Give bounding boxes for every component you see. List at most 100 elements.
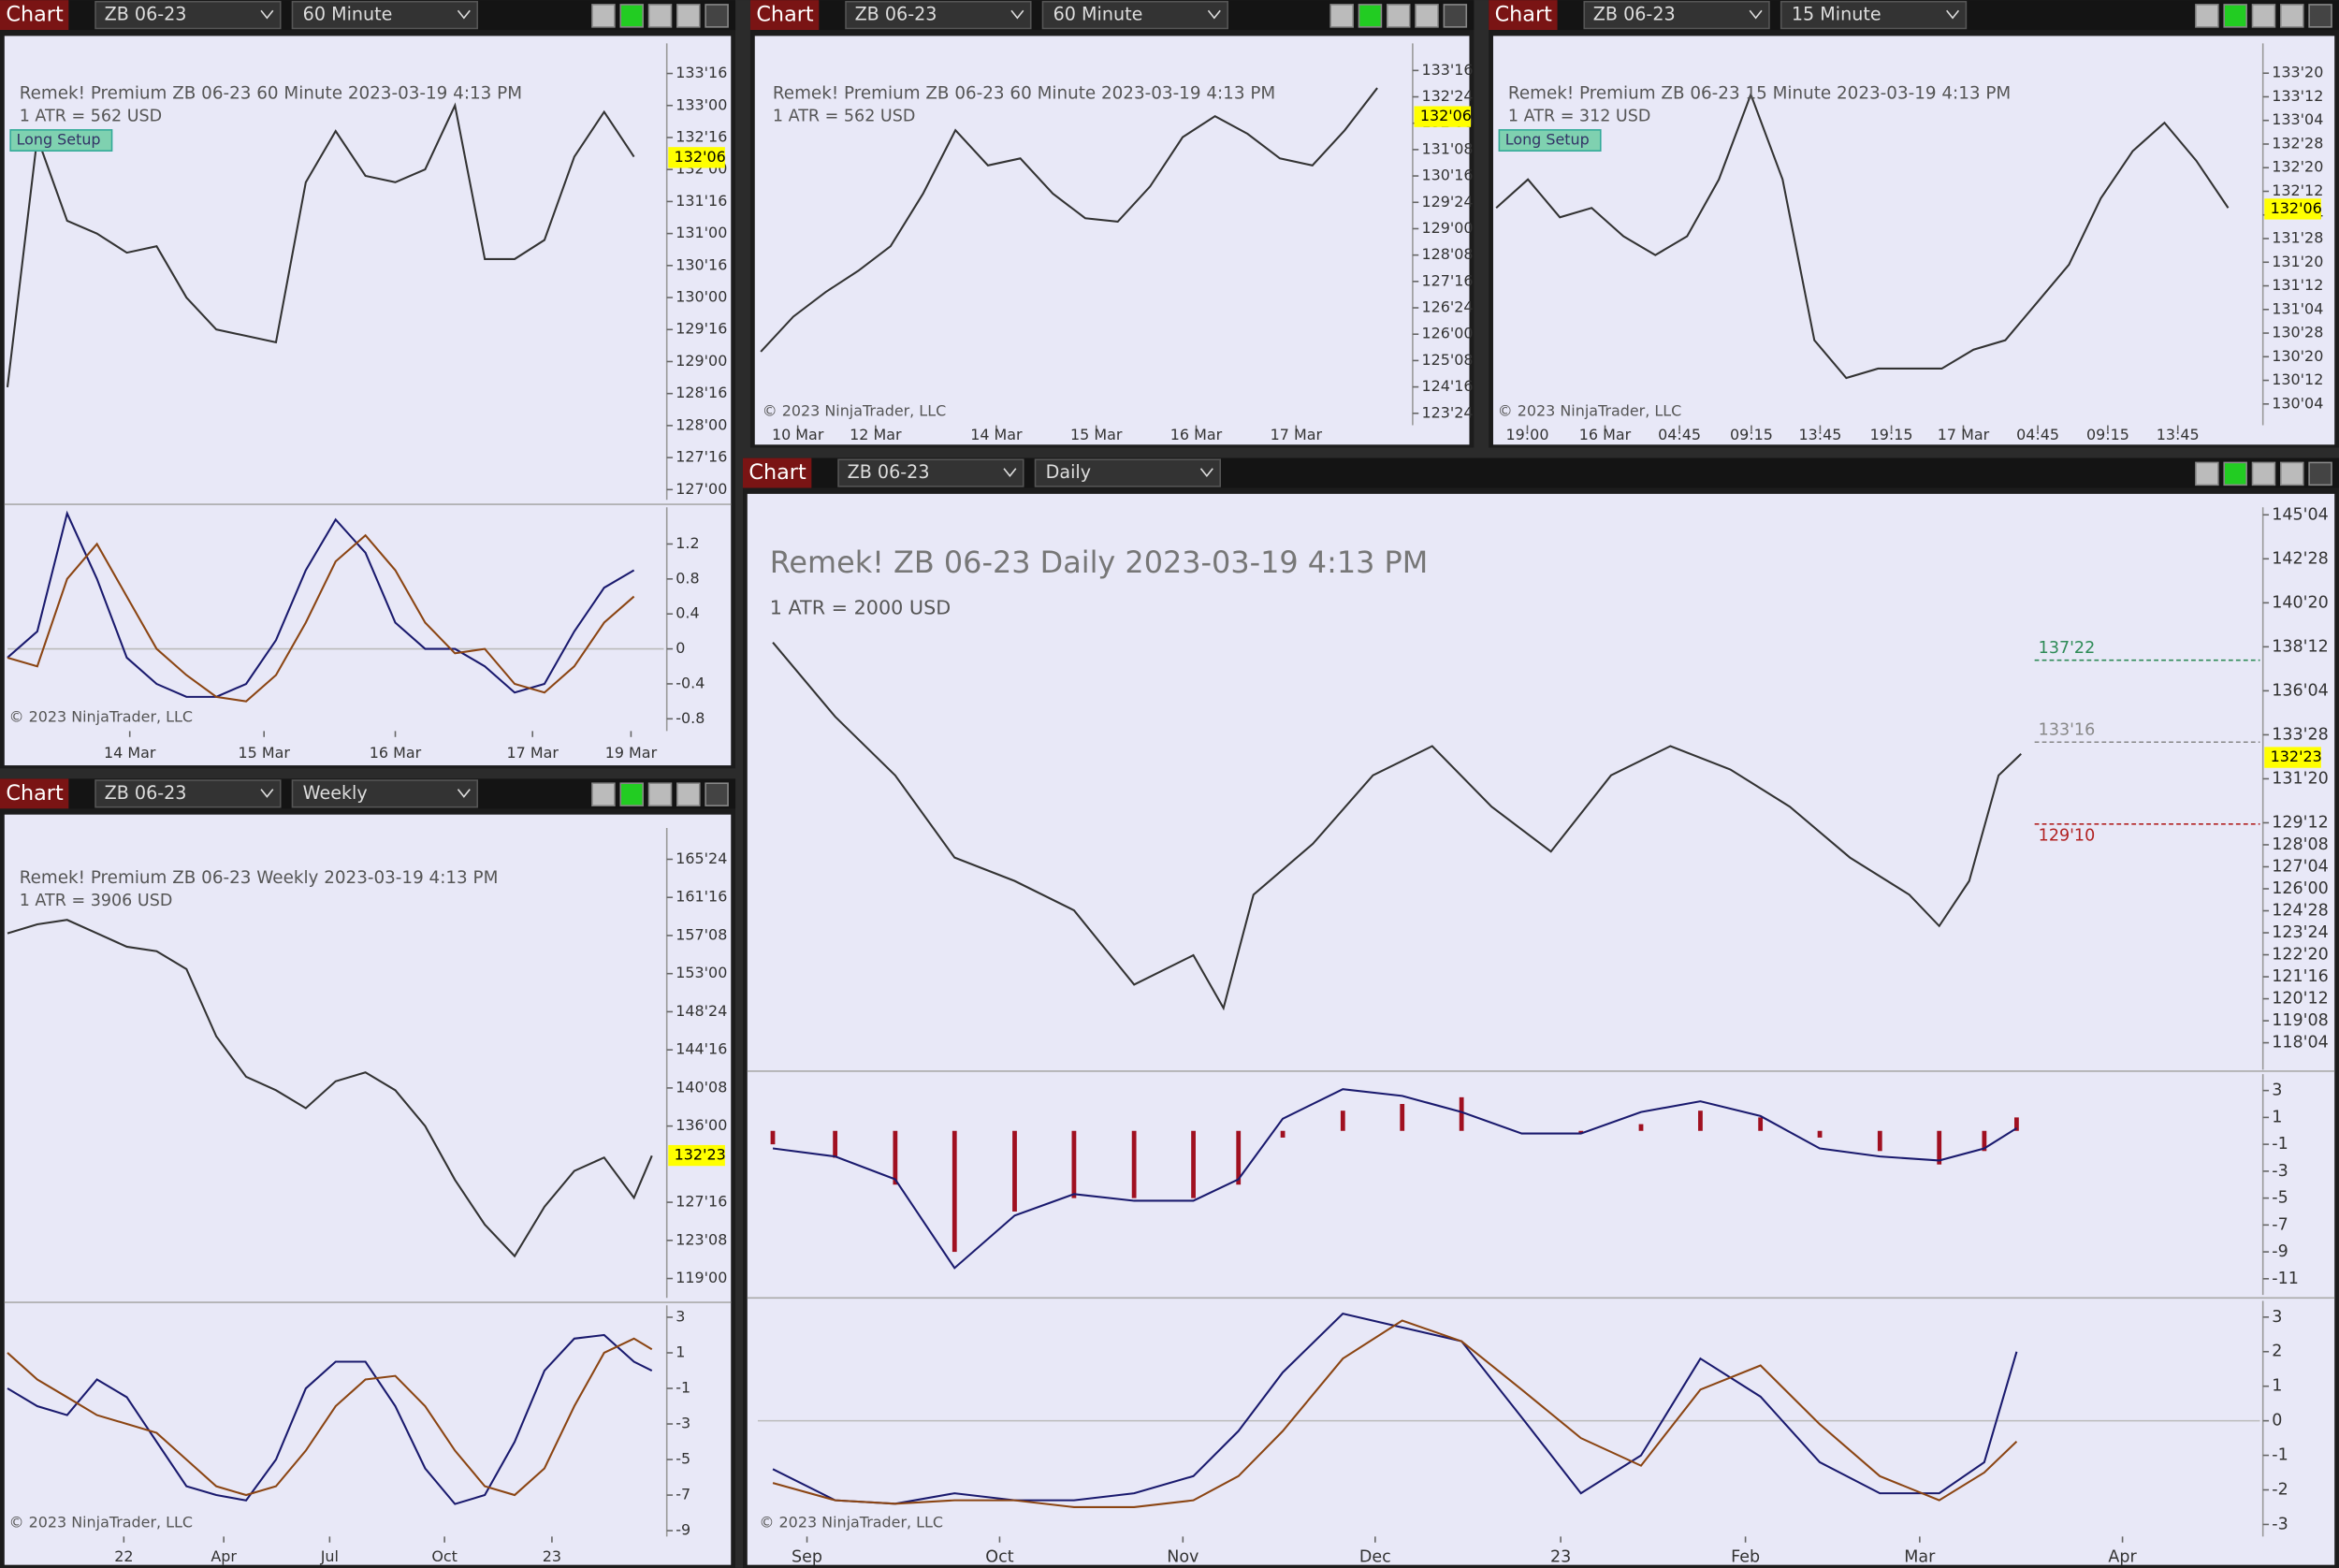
dropdown-arrow (1003, 468, 1017, 478)
y-tick-label: 133'28 (2272, 725, 2329, 744)
chart-tab-label[interactable]: Chart (6, 781, 64, 806)
window-button[interactable] (705, 4, 729, 28)
y-tick-label: 136'00 (676, 1116, 727, 1134)
chart-tab-label[interactable]: Chart (6, 3, 64, 27)
window-button[interactable] (591, 782, 616, 806)
instrument-selector[interactable] (1583, 0, 1770, 30)
y-tick-label: 0 (2272, 1412, 2282, 1430)
x-tick-label: 13:45 (2157, 426, 2200, 443)
dropdown-arrow (1946, 9, 1960, 20)
window-button[interactable] (591, 4, 616, 28)
y-tick-label: 127'16 (676, 1193, 727, 1211)
instrument-selector[interactable] (94, 779, 282, 808)
histogram-bar (1459, 1096, 1464, 1131)
y-tick-label: 132'20 (2272, 158, 2323, 176)
y-tick-label: 145'04 (2272, 505, 2329, 524)
window-button[interactable] (2308, 4, 2332, 28)
chart-tab-label[interactable]: Chart (1495, 3, 1553, 27)
interval-selector[interactable] (291, 779, 479, 808)
x-tick-label: Sep (792, 1548, 822, 1567)
window-button[interactable] (647, 4, 673, 28)
chart-tab[interactable] (0, 778, 69, 809)
y-tick-label: 131'28 (2272, 229, 2323, 247)
window-button[interactable] (2251, 461, 2276, 486)
window-button[interactable] (1386, 4, 1411, 28)
instrument-label[interactable]: ZB 06-23 (848, 461, 930, 483)
chart-tab-label[interactable]: Chart (756, 3, 814, 27)
instrument-label[interactable]: ZB 06-23 (105, 782, 187, 804)
y-tick-label: 131'12 (2272, 276, 2323, 294)
atr-label: 1 ATR = 562 USD (20, 108, 162, 126)
chart-area (754, 36, 1470, 445)
interval-label[interactable]: 15 Minute (1792, 4, 1881, 25)
window-button[interactable] (2195, 4, 2219, 28)
y-tick-label: -3 (676, 1415, 690, 1432)
x-tick-label: 04:45 (2016, 426, 2059, 443)
y-tick-label: -2 (2272, 1481, 2288, 1500)
window-button[interactable] (2251, 4, 2276, 28)
chart-tab[interactable] (749, 0, 820, 31)
histogram-bar (1280, 1130, 1286, 1138)
y-tick-label: 3 (2272, 1308, 2282, 1327)
window-button[interactable] (647, 782, 673, 806)
x-tick-label: Oct (985, 1548, 1013, 1567)
window-button[interactable] (676, 782, 701, 806)
x-tick-label: Apr (211, 1547, 237, 1565)
instrument-selector[interactable] (845, 0, 1032, 30)
window-button[interactable] (2280, 4, 2304, 28)
copyright: © 2023 NinjaTrader, LLC (1498, 402, 1681, 420)
copyright: © 2023 NinjaTrader, LLC (760, 1514, 943, 1532)
window-button[interactable] (2308, 461, 2332, 486)
window-button[interactable] (1358, 4, 1383, 28)
copyright: © 2023 NinjaTrader, LLC (9, 708, 193, 726)
window-button[interactable] (705, 782, 729, 806)
y-tick-label: 131'20 (2272, 253, 2323, 270)
interval-label[interactable]: Daily (1046, 461, 1091, 483)
interval-selector[interactable] (1780, 0, 1968, 30)
y-tick-label: 129'00 (1421, 219, 1473, 237)
window-button[interactable] (1415, 4, 1439, 28)
y-tick-label: 131'04 (2272, 299, 2323, 317)
window-button[interactable] (1329, 4, 1354, 28)
series-line (6, 102, 635, 388)
y-tick-label: 128'08 (1421, 245, 1473, 263)
chart-tab[interactable] (0, 0, 69, 31)
instrument-label[interactable]: ZB 06-23 (855, 4, 937, 25)
chart-tab-label[interactable]: Chart (748, 460, 806, 485)
y-tick-label: 132'16 (676, 127, 727, 145)
x-tick-label: 15 Mar (1070, 426, 1123, 443)
interval-label[interactable]: 60 Minute (1053, 4, 1143, 25)
chart-tab[interactable] (743, 457, 812, 488)
interval-label[interactable]: 60 Minute (303, 4, 393, 25)
series-line (7, 1333, 653, 1505)
y-tick-label: 140'08 (676, 1078, 727, 1096)
x-tick-label: Mar (1904, 1548, 1936, 1567)
x-tick-label: 19:00 (1506, 426, 1549, 443)
instrument-selector[interactable] (94, 0, 282, 30)
window-button[interactable] (1443, 4, 1468, 28)
series-line (772, 1313, 2018, 1505)
window-button[interactable] (2280, 461, 2304, 486)
interval-selector[interactable] (1034, 458, 1222, 487)
x-tick-label: 16 Mar (370, 744, 422, 762)
interval-label[interactable]: Weekly (303, 782, 368, 804)
instrument-label[interactable]: ZB 06-23 (105, 4, 187, 25)
window-button[interactable] (676, 4, 701, 28)
instrument-label[interactable]: ZB 06-23 (1593, 4, 1676, 25)
interval-selector[interactable] (1041, 0, 1228, 30)
y-tick-label: 130'00 (676, 288, 727, 306)
instrument-selector[interactable] (837, 458, 1024, 487)
y-tick-label: 3 (2272, 1082, 2282, 1100)
window-button[interactable] (619, 782, 644, 806)
y-tick-label: 126'00 (1421, 325, 1473, 342)
chart-tab[interactable] (1489, 0, 1558, 31)
x-tick-label: Dec (1359, 1548, 1391, 1567)
window-button[interactable] (619, 4, 644, 28)
y-tick-label: 165'24 (676, 849, 727, 867)
y-tick-label: 129'16 (676, 320, 727, 338)
histogram-bar (1638, 1124, 1644, 1131)
interval-selector[interactable] (291, 0, 479, 30)
window-button[interactable] (2223, 461, 2247, 486)
window-button[interactable] (2195, 461, 2219, 486)
window-button[interactable] (2223, 4, 2247, 28)
